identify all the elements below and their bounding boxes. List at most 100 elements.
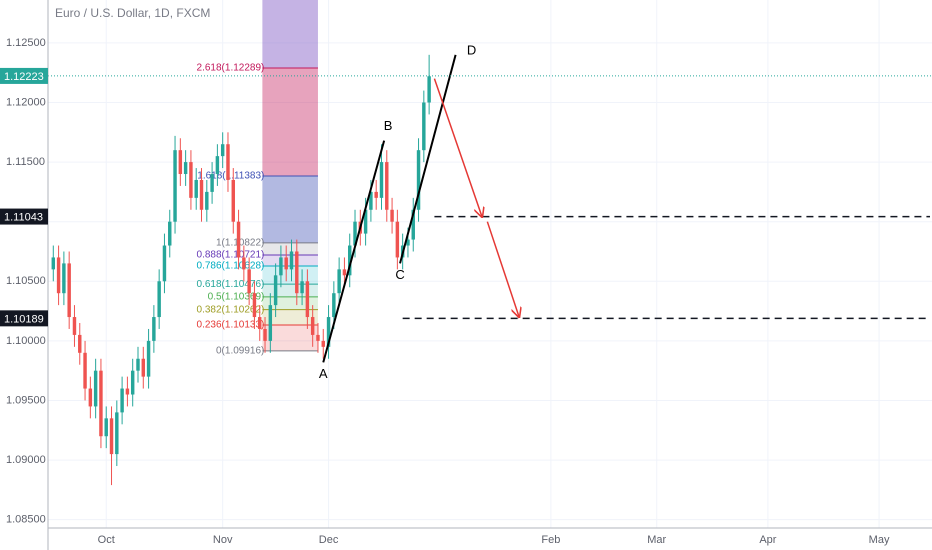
wave-line — [399, 54, 457, 264]
candle-body — [199, 179, 204, 210]
wave-label: D — [467, 42, 476, 57]
candle-body — [189, 162, 193, 198]
candle-body — [295, 251, 299, 294]
candle-body — [395, 221, 400, 258]
y-tick-label: 1.12500 — [6, 37, 46, 49]
candle-body — [379, 162, 384, 198]
candle-body — [289, 251, 294, 270]
candle-body — [390, 209, 394, 222]
candle-body — [342, 269, 347, 276]
candle-body — [273, 275, 278, 306]
fib-zone — [262, 242, 318, 255]
candle-body — [332, 293, 336, 318]
candle-body — [99, 370, 103, 437]
candle-body — [411, 209, 415, 240]
wave-label: C — [395, 267, 404, 282]
fib-label: 0(1.09916) — [216, 346, 264, 357]
x-tick-label: Feb — [541, 534, 560, 546]
candle-body — [125, 388, 130, 395]
candle-body — [337, 269, 341, 294]
fib-zone — [262, 176, 318, 243]
price-tag-label: 1.10189 — [4, 313, 44, 325]
candle-body — [252, 293, 257, 318]
y-tick-label: 1.10000 — [6, 335, 46, 347]
fib-label: 0.382(1.10262) — [197, 304, 265, 315]
candle-body — [93, 370, 98, 407]
candle-body — [247, 269, 251, 294]
fib-label: 2.618(1.12289) — [197, 63, 265, 74]
x-tick-label: Dec — [319, 534, 339, 546]
candle-body — [210, 174, 214, 192]
candle-body — [258, 317, 262, 329]
candle-body — [136, 358, 140, 371]
y-tick-label: 1.10500 — [6, 275, 46, 287]
candle-body — [385, 162, 389, 210]
candle-body — [178, 150, 183, 175]
candle-body — [152, 317, 156, 341]
candle-body — [374, 191, 378, 198]
candle-body — [348, 245, 352, 276]
candle-body — [78, 334, 82, 353]
candle-body — [326, 317, 331, 347]
x-tick-label: May — [869, 534, 890, 546]
candle-body — [62, 263, 66, 294]
candle-body — [236, 221, 241, 258]
candle-body — [284, 257, 288, 270]
candle-body — [321, 340, 325, 347]
candle-body — [115, 412, 119, 455]
y-tick-label: 1.08500 — [6, 514, 46, 526]
candle-body — [242, 257, 246, 270]
candle-body — [183, 162, 188, 175]
candle-body — [300, 281, 304, 294]
candle-body — [88, 388, 93, 407]
y-tick-label: 1.09500 — [6, 394, 46, 406]
candle-body — [205, 191, 209, 210]
candle-body — [422, 102, 426, 151]
fib-label: 0.5(1.10369) — [208, 292, 265, 303]
candle-body — [263, 328, 267, 341]
fib-label: 1.618(1.11383) — [197, 171, 264, 182]
price-tag-label: 1.11043 — [4, 211, 43, 223]
candle-body — [173, 150, 177, 222]
candle-body — [226, 144, 230, 180]
fib-top-zone — [262, 0, 318, 69]
candle-body — [369, 191, 373, 210]
candle-body — [67, 263, 71, 318]
candle-body — [83, 352, 87, 389]
fib-label: 0.236(1.10133) — [197, 320, 265, 331]
candle-body — [220, 144, 225, 157]
candle-body — [305, 281, 310, 318]
candle-body — [120, 388, 124, 413]
candle-body — [416, 150, 421, 210]
chart-title: Euro / U.S. Dollar, 1D, FXCM — [55, 6, 210, 20]
fib-zone — [262, 309, 318, 326]
candle-body — [268, 305, 273, 341]
arrow — [486, 221, 519, 317]
wave-line — [322, 140, 386, 363]
price-tag — [0, 310, 48, 327]
candle-body — [406, 239, 410, 246]
y-tick-label: 1.11500 — [6, 156, 45, 168]
candle-body — [279, 257, 283, 276]
candle-body — [316, 334, 320, 341]
candle-body — [162, 245, 167, 282]
candle-body — [168, 221, 172, 246]
candle-body — [130, 370, 135, 395]
candle-body — [310, 317, 315, 335]
x-tick-label: Nov — [213, 534, 233, 546]
candle-body — [194, 179, 198, 198]
wave-label: A — [319, 366, 328, 381]
price-tag — [0, 67, 48, 84]
candle-body — [231, 179, 235, 222]
candle-body — [104, 418, 108, 437]
arrow — [433, 78, 482, 217]
wave-label: B — [384, 118, 393, 133]
candle-body — [353, 221, 357, 246]
price-tag — [0, 208, 48, 225]
y-tick-label: 1.09000 — [6, 454, 46, 466]
candle-body — [141, 358, 146, 377]
candle-body — [427, 76, 431, 103]
candle-body — [56, 257, 61, 294]
